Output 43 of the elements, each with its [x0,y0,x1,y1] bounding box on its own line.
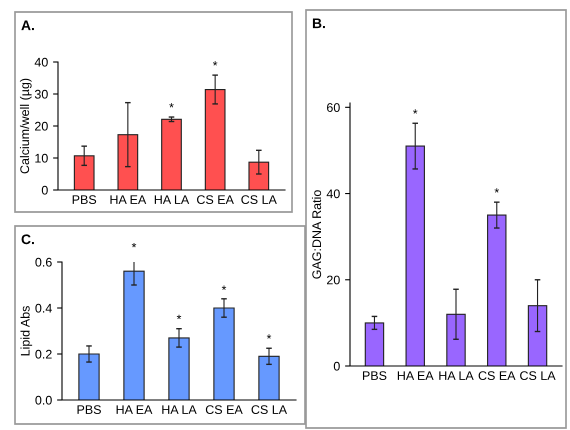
y-tick-label: 0.4 [35,304,52,313]
y-axis-title: Calcium/well (µg) [20,78,32,174]
x-tick-label: HA LA [439,371,474,380]
x-tick-label: PBS [78,405,101,414]
annotation: * [413,109,418,114]
chart-title: B. [312,18,325,28]
x-tick-label: CS LA [241,195,277,204]
y-tick-label: 0.2 [35,350,52,359]
x-tick-label: CS EA [197,195,234,204]
x-tick-label: PBS [72,195,96,204]
x-tick-label: CS EA [478,371,516,380]
annotation: * [132,242,136,248]
chart-title: A. [21,20,34,30]
y-tick-label: 0 [334,362,340,371]
x-tick-label: HA EA [116,405,152,414]
x-tick-label: CS EA [206,405,243,414]
y-tick-label: 0.6 [35,258,52,267]
y-tick-label: 40 [326,189,340,198]
annotation: * [212,61,218,66]
annotation: * [169,103,174,108]
annotation: * [494,188,500,193]
x-tick-label: HA EA [110,195,146,204]
x-tick-label: HA LA [162,405,197,414]
y-tick-label: 60 [327,103,340,112]
y-tick-label: 30 [34,90,48,99]
chart-title: C. [22,234,34,244]
annotation: * [222,286,226,290]
annotation: * [176,314,182,320]
y-tick-label: 10 [35,154,48,163]
y-axis-title: GAG:DNA Ratio [312,190,322,279]
y-axis-title: Lipid Abs [20,306,32,356]
y-tick-label: 20 [327,276,340,284]
bar [161,118,182,190]
x-tick-label: PBS [362,371,386,380]
y-tick-label: 0 [42,186,48,195]
y-tick-label: 20 [35,122,48,131]
x-tick-label: HA EA [398,371,434,380]
x-tick-label: CS LA [520,371,556,380]
annotation: * [266,334,272,339]
y-tick-label: 40 [34,58,48,67]
y-tick-label: 0.0 [35,396,52,405]
x-tick-label: HA LA [154,195,190,204]
x-tick-label: CS LA [252,405,288,414]
